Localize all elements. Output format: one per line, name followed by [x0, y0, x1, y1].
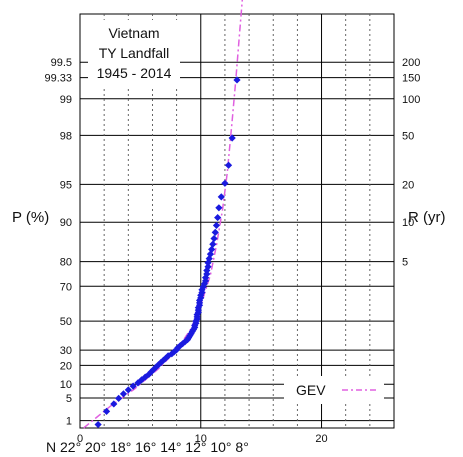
- x-ticks: 0 10 20: [77, 433, 328, 445]
- data-point: [159, 356, 167, 364]
- y-tick-label-probability: 1: [66, 416, 72, 428]
- y-tick-label-probability: 30: [60, 345, 72, 357]
- y-tick-label-probability: 50: [60, 316, 72, 328]
- y-tick-label-probability: 80: [60, 257, 72, 269]
- data-point: [162, 354, 170, 362]
- data-point: [168, 350, 176, 358]
- y-tick-label-probability: 99.33: [44, 73, 72, 85]
- y-tick-label-probability: 99: [60, 94, 72, 106]
- data-point: [157, 358, 165, 367]
- data-point: [233, 76, 241, 84]
- data-point: [221, 179, 229, 187]
- y-tick-label-return-period: 10: [402, 217, 414, 229]
- data-point: [212, 221, 221, 230]
- y-tick-label-return-period: 5: [402, 257, 408, 269]
- data-point: [124, 386, 132, 394]
- data-point: [224, 161, 233, 169]
- data-point: [203, 266, 211, 275]
- data-point: [110, 400, 118, 408]
- y-tick-label-return-period: 20: [402, 179, 414, 191]
- y-tick-label-return-period: 100: [402, 94, 420, 106]
- data-point: [102, 407, 111, 416]
- y-tick-label-probability: 20: [60, 360, 72, 372]
- y-tick-label-probability: 95: [60, 179, 72, 191]
- legend-label-gev: GEV: [296, 382, 326, 398]
- title-line-1: Vietnam: [108, 25, 159, 41]
- data-point: [115, 394, 123, 402]
- data-point: [211, 228, 219, 236]
- data-point: [164, 352, 172, 360]
- data-point: [137, 376, 146, 384]
- data-series: [94, 76, 241, 429]
- y-tick-label-probability: 10: [60, 379, 72, 391]
- y-ticks-return-period: 5 10 20 50 100 150 200: [402, 57, 420, 268]
- data-point: [214, 213, 222, 222]
- data-point: [129, 382, 137, 390]
- data-point: [217, 193, 225, 201]
- data-point: [170, 348, 178, 356]
- y-tick-label-probability: 90: [60, 217, 72, 229]
- y-tick-label-probability: 98: [60, 130, 72, 142]
- data-point: [147, 368, 155, 376]
- data-point: [119, 390, 128, 398]
- y-axis-label-right: R (yr): [408, 209, 446, 226]
- data-point: [210, 234, 218, 243]
- data-point: [208, 245, 216, 253]
- y-tick-label-return-period: 150: [402, 72, 420, 84]
- data-point: [228, 134, 236, 142]
- y-tick-label-probability: 99.5: [51, 57, 72, 69]
- y-tick-label-probability: 70: [60, 281, 72, 293]
- data-point: [215, 204, 223, 212]
- data-point: [209, 240, 217, 248]
- plot-frame: [79, 13, 395, 429]
- legend: GEV: [284, 376, 384, 404]
- x-tick-label: 0: [77, 433, 83, 445]
- x-tick-label: 20: [315, 433, 327, 445]
- x-axis-latitude-label: N 22° 20° 18° 16° 14° 12° 10° 8°: [46, 439, 249, 455]
- y-tick-label-probability: 5: [66, 393, 72, 405]
- title-box: Vietnam TY Landfall 1945 - 2014: [88, 20, 180, 86]
- data-point: [94, 420, 102, 429]
- x-tick-label: 10: [195, 433, 207, 445]
- y-axis-label-left: P (%): [12, 209, 49, 226]
- title-line-2: TY Landfall: [99, 45, 170, 61]
- y-ticks-probability: 1 5 10 20 30 50 70 80 90 95 98 99 99.33 99.5: [44, 57, 72, 427]
- data-point: [198, 286, 206, 294]
- y-tick-label-return-period: 50: [402, 130, 414, 142]
- y-tick-label-return-period: 200: [402, 57, 420, 69]
- data-point: [204, 259, 212, 267]
- data-point: [204, 263, 212, 271]
- title-line-3: 1945 - 2014: [97, 65, 172, 81]
